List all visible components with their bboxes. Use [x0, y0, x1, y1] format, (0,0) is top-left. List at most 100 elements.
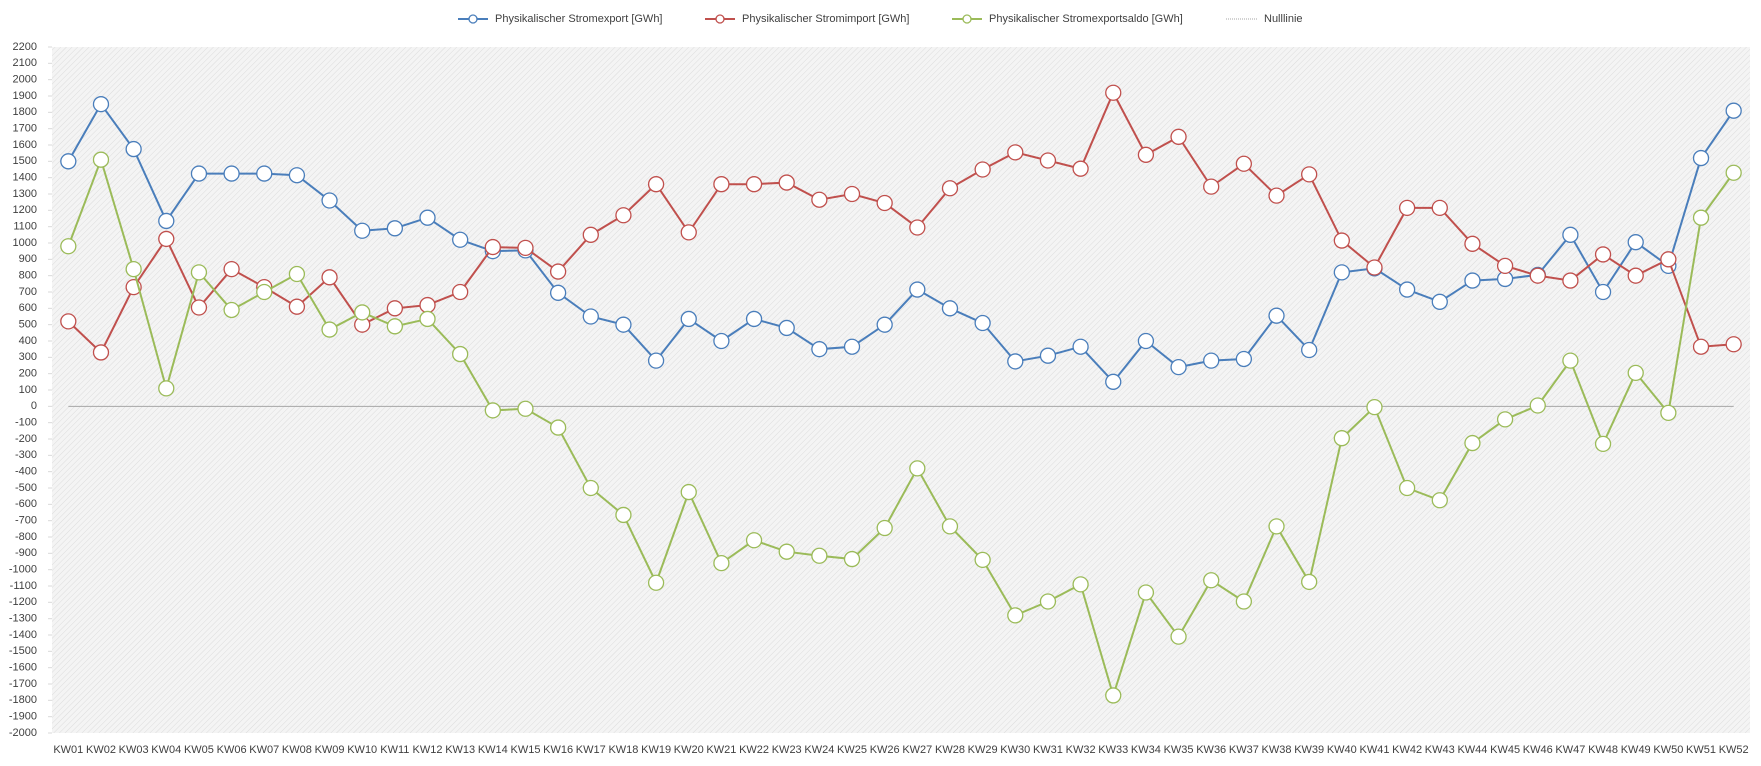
data-point [1137, 332, 1155, 350]
data-point [125, 140, 142, 158]
data-point [1594, 246, 1612, 263]
x-tick-label: KW40 [1327, 744, 1357, 756]
data-point [1496, 257, 1514, 275]
data-point [843, 185, 861, 203]
x-tick-label: KW44 [1457, 744, 1487, 756]
x-tick-label: KW29 [968, 744, 998, 756]
x-tick-label: KW05 [184, 744, 214, 756]
data-point [1594, 435, 1612, 453]
y-tick-label: -1500 [9, 645, 37, 657]
data-point [843, 338, 861, 355]
data-point [484, 238, 501, 256]
x-tick-label: KW30 [1000, 744, 1030, 756]
y-tick-label: 1600 [13, 139, 37, 151]
data-point [452, 231, 469, 248]
x-tick-label: KW11 [380, 744, 409, 756]
data-point [1692, 149, 1710, 167]
data-point [680, 224, 697, 241]
legend-label: Physikalischer Stromimport [GWh] [742, 13, 909, 25]
data-point [1105, 84, 1122, 101]
data-point [647, 352, 665, 369]
x-tick-label: KW07 [249, 744, 279, 756]
data-point [1268, 518, 1285, 535]
y-tick-label: 1700 [13, 123, 37, 135]
data-point [158, 230, 175, 248]
data-point [1007, 353, 1024, 370]
data-point [909, 460, 926, 477]
data-point [321, 269, 338, 286]
data-point [1464, 272, 1481, 289]
x-tick-label: KW23 [772, 744, 802, 756]
data-point [713, 332, 730, 350]
data-point [60, 238, 77, 255]
data-point [1431, 293, 1448, 310]
legend-marker [468, 14, 478, 24]
data-point [941, 518, 959, 535]
y-tick-label: -500 [15, 482, 37, 494]
data-point [1562, 352, 1579, 369]
x-tick-label: KW31 [1033, 744, 1063, 756]
data-point [92, 344, 110, 361]
data-point [680, 310, 697, 328]
data-point [974, 551, 991, 569]
x-tick-label: KW52 [1719, 744, 1749, 756]
data-point [1072, 160, 1089, 177]
data-point [1301, 573, 1318, 591]
x-tick-label: KW48 [1588, 744, 1618, 756]
x-tick-label: KW01 [53, 744, 83, 756]
y-tick-label: -1700 [9, 678, 37, 690]
data-point [549, 263, 567, 280]
data-point [1562, 272, 1579, 289]
data-point [1496, 411, 1514, 428]
data-point [811, 341, 828, 358]
data-point [1007, 607, 1024, 624]
data-point [1268, 187, 1285, 204]
data-point [1301, 341, 1318, 359]
data-point [680, 483, 697, 501]
data-point [190, 165, 208, 182]
data-point [1203, 572, 1220, 589]
data-point [321, 192, 338, 209]
data-point [452, 345, 469, 363]
data-point [1398, 199, 1416, 217]
data-point [549, 419, 567, 436]
y-tick-label: -800 [15, 531, 37, 543]
x-tick-label: KW32 [1066, 744, 1096, 756]
y-tick-label: -1300 [9, 613, 37, 625]
data-point [1692, 209, 1710, 226]
data-point [190, 299, 208, 316]
y-tick-label: -1900 [9, 711, 37, 723]
x-tick-label: KW04 [151, 744, 181, 756]
data-point [419, 310, 436, 328]
x-tick-label: KW51 [1686, 744, 1716, 756]
y-tick-label: -1100 [10, 580, 37, 592]
y-tick-label: -700 [15, 515, 37, 527]
y-tick-label: 2000 [13, 74, 37, 86]
data-point [1039, 593, 1057, 610]
series-line [67, 102, 1735, 384]
x-tick-label: KW18 [608, 744, 638, 756]
data-point [1594, 283, 1612, 301]
data-point [615, 316, 632, 333]
x-tick-label: KW09 [315, 744, 345, 756]
data-point [354, 222, 371, 239]
data-point [386, 220, 404, 237]
y-tick-label: 900 [19, 253, 37, 265]
x-tick-label: KW41 [1359, 744, 1389, 756]
data-point [1627, 267, 1644, 284]
data-point [223, 301, 240, 319]
data-point [223, 260, 240, 278]
data-point [1464, 434, 1481, 452]
x-tick-label: KW46 [1523, 744, 1553, 756]
data-point [745, 532, 763, 549]
data-point [615, 207, 632, 224]
data-point [1529, 267, 1546, 284]
y-tick-label: 2100 [13, 57, 37, 69]
data-point [1235, 155, 1253, 172]
y-tick-label: 1200 [13, 204, 37, 216]
data-point [1170, 628, 1187, 645]
x-tick-label: KW13 [445, 744, 475, 756]
data-point [1366, 259, 1383, 276]
y-tick-label: 700 [19, 286, 37, 298]
